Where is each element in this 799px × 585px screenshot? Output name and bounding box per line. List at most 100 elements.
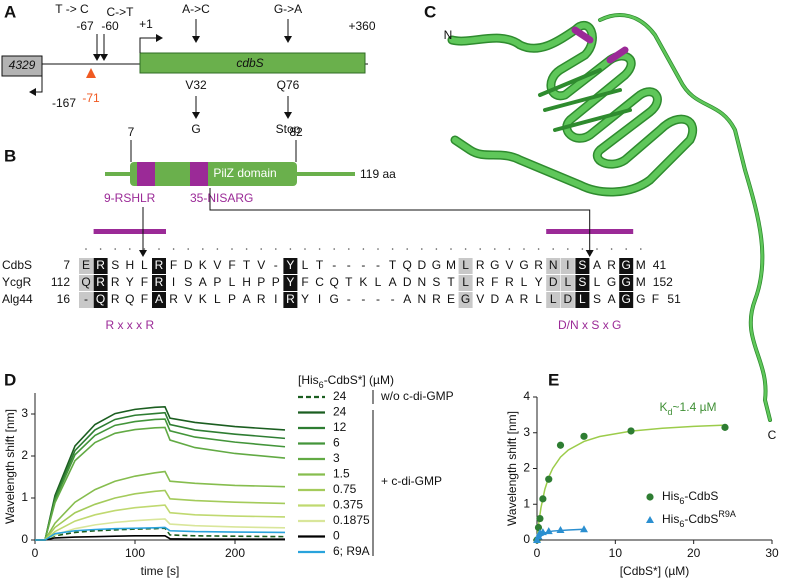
conserved-cell (619, 258, 634, 274)
ruler-dot (421, 248, 423, 250)
text-part: His (662, 489, 679, 503)
annotation: Kd~1.4 µM (660, 400, 717, 417)
ruler-dot (450, 248, 452, 250)
alignment: CdbS 7 E R S H L R F D K V F T V - Y L T - - - - T Q D G M L R G V G R N I S… (2, 188, 681, 332)
data-point (536, 514, 544, 523)
ruler-dot (216, 248, 219, 250)
ruler-dot (596, 248, 598, 250)
upstream-arrow (29, 76, 43, 96)
ruler-dot (581, 248, 584, 250)
similar-cell (458, 258, 473, 274)
y-tick-label: 1 (523, 496, 530, 510)
y-tick-label: 0 (21, 532, 28, 546)
similar-cell (546, 258, 561, 274)
data-line (35, 504, 286, 541)
text-part: -CdbS*] (µM) (324, 373, 394, 387)
data-point (538, 528, 547, 536)
ruler-dot (567, 248, 569, 250)
annotation: w/o c-di-GMP (380, 389, 454, 403)
x-tick-label: 0 (534, 546, 541, 560)
sequence-end: 51 (667, 292, 681, 306)
data-point (580, 432, 588, 440)
ruler-dot (260, 248, 263, 250)
start-label: +1 (139, 17, 153, 31)
panel-label: E (548, 370, 559, 389)
residue-result: Stop (276, 122, 301, 136)
ruler-dot (289, 248, 292, 250)
x-tick-label: 10 (609, 546, 623, 560)
ruler-dot (158, 248, 160, 250)
ruler-dot (479, 248, 482, 250)
x-tick-label: 100 (125, 546, 145, 560)
ruler-dot (333, 248, 336, 250)
conserved-cell (283, 258, 298, 274)
conserved-cell (575, 292, 590, 308)
y-tick-label: 2 (21, 448, 28, 462)
text-part: d (668, 407, 673, 417)
data-point (539, 495, 547, 503)
ruler-dot (172, 248, 175, 250)
domain-label: PilZ domain (213, 166, 276, 180)
data-line (35, 411, 286, 541)
sequence-end: 152 (653, 275, 673, 289)
y-tick-label: 4 (523, 389, 530, 403)
ruler-dot (143, 248, 146, 250)
data-line (35, 518, 286, 541)
x-axis-title: [CdbS*] (µM) (620, 564, 690, 578)
x-tick-label: 200 (225, 546, 245, 560)
ruler-dot (494, 248, 496, 250)
tss-arrow (139, 34, 163, 53)
upstream-start: -167 (52, 96, 76, 110)
ruler-dot (640, 248, 642, 250)
mutation-position: -67 (76, 19, 94, 33)
data-point (545, 475, 553, 483)
legend-label: 24 (333, 389, 347, 403)
data-point (534, 532, 543, 540)
ruler-dot (377, 248, 379, 250)
x-axis-title: time [s] (141, 564, 180, 578)
data-line (35, 489, 286, 541)
residue: Q76 (277, 78, 300, 92)
ruler-dot (99, 248, 102, 250)
data-point (556, 525, 565, 533)
panel-c: C N C (424, 2, 777, 442)
legend-label: 1.5 (333, 467, 350, 481)
fit-line (536, 424, 726, 541)
mutation-change: A->C (182, 2, 210, 16)
upstream-gene (1, 55, 43, 77)
panel-label: B (4, 146, 16, 165)
ruler-dot (114, 248, 116, 250)
conserved-cell (93, 258, 108, 274)
text-part: ~1.4 µM (673, 400, 717, 414)
marker-triangle (86, 68, 96, 78)
data-point (534, 523, 543, 532)
conserved-cell (93, 275, 108, 291)
text-part: K (660, 400, 668, 414)
ruler-dot (245, 248, 248, 250)
ruler-dot (231, 248, 233, 250)
text-part: 6 (319, 380, 324, 390)
data-point (544, 527, 553, 535)
sequence-start: 7 (63, 258, 70, 272)
length-label: 119 aa (360, 167, 396, 181)
legend-marker (646, 493, 654, 501)
data-line (35, 406, 286, 541)
ruler-dot (202, 248, 204, 250)
sequence-start: 112 (51, 275, 70, 289)
legend-label: His6-CdbSR9A (662, 509, 736, 529)
ruler-dot (464, 248, 467, 250)
legend-label: 0.375 (333, 498, 363, 512)
similar-cell (546, 275, 561, 291)
data-line (35, 470, 286, 541)
similar-cell (560, 292, 575, 308)
ruler-dot (85, 248, 87, 250)
motif-bar (93, 229, 166, 234)
motif-label: 9-RSHLR (104, 191, 156, 205)
mutation-change: T -> C (55, 2, 89, 16)
upstream-gene-label: 4329 (9, 58, 36, 72)
legend-marker (646, 516, 654, 523)
